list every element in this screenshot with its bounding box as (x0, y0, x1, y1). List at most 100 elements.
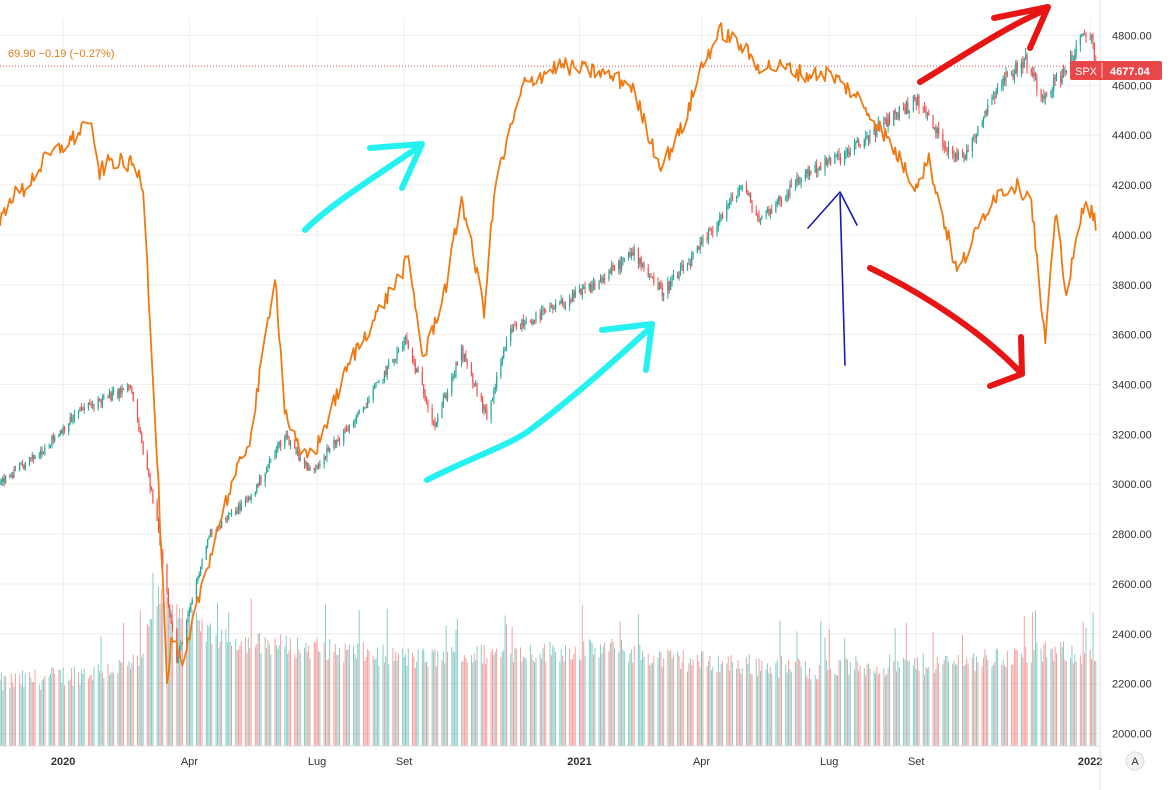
candle-body (991, 97, 993, 105)
candle-body (692, 252, 694, 257)
candle-body (486, 408, 488, 419)
candle-body (807, 169, 809, 176)
candle-body (44, 447, 46, 453)
candle-body (574, 290, 576, 298)
candle-body (463, 354, 466, 360)
candle-body (835, 154, 837, 156)
cyan-arrow-upper-head (367, 141, 425, 191)
candle-body (177, 655, 179, 663)
candle-body (765, 210, 767, 216)
candle-body (670, 281, 672, 291)
candle-body (148, 469, 150, 475)
candle-body (786, 193, 788, 198)
candle-body (345, 428, 348, 431)
auto-scale-button[interactable]: A (1125, 751, 1145, 771)
candle-body (564, 306, 567, 308)
candle-body (918, 96, 920, 108)
candle-body (709, 229, 711, 231)
candle-body (1011, 73, 1013, 75)
candle-body (839, 156, 842, 163)
candle-body (838, 154, 840, 157)
candle-body (943, 145, 945, 148)
candle-body (327, 448, 329, 451)
candle-body (908, 110, 910, 113)
candle-body (1026, 54, 1028, 70)
candle-body (375, 382, 377, 388)
candle-body (1062, 69, 1065, 73)
candle-body (385, 370, 387, 375)
candle-body (583, 287, 585, 289)
candle-body (834, 155, 836, 164)
candle-body (3, 478, 5, 483)
y-tick-label: 4000.00 (1112, 230, 1152, 242)
candle-body (355, 415, 357, 421)
candle-body (712, 231, 714, 233)
candle-body (837, 154, 839, 156)
candle-body (265, 469, 268, 474)
candle-body (357, 413, 359, 416)
candle-body (364, 407, 366, 409)
candle-body (720, 214, 722, 217)
candle-body (730, 196, 732, 203)
candle-body (166, 564, 168, 592)
candle-body (897, 113, 899, 119)
candle-body (671, 279, 673, 282)
candle-body (623, 258, 625, 260)
candle-body (569, 299, 571, 307)
candle-body (627, 252, 630, 259)
candle-body (699, 241, 701, 250)
candle-body (490, 400, 492, 419)
candle-body (853, 144, 856, 153)
candle-body (82, 409, 84, 411)
candle-body (374, 387, 376, 390)
candle-body (2, 478, 4, 482)
candle-body (633, 249, 635, 256)
candle-body (716, 226, 718, 232)
candle-body (594, 282, 596, 290)
candle-body (691, 256, 693, 266)
candle-body (1016, 62, 1018, 73)
candle-body (806, 169, 808, 174)
candle-body (20, 463, 22, 465)
candle-body (425, 400, 428, 404)
candle-body (726, 205, 728, 219)
candle-body (157, 521, 160, 531)
candle-body (1054, 77, 1056, 80)
x-tick-label: Lug (820, 756, 838, 768)
candle-body (630, 252, 632, 257)
candle-body (49, 445, 52, 447)
candle-body (319, 464, 321, 466)
y-tick-label: 2600.00 (1112, 579, 1152, 591)
candle-body (787, 193, 790, 196)
candle-body (964, 155, 966, 159)
candle-body (867, 135, 870, 142)
candle-body (945, 147, 947, 149)
candle-body (961, 151, 964, 158)
candle-body (336, 439, 338, 445)
candle-body (110, 392, 112, 400)
candle-body (456, 362, 458, 366)
candle-body (470, 364, 473, 374)
candle-body (136, 401, 139, 421)
candle-body (254, 491, 256, 496)
candle-body (162, 551, 164, 565)
y-tick-label: 3400.00 (1112, 379, 1152, 391)
candle-body (580, 289, 582, 295)
candle-body (1081, 35, 1083, 37)
candle-body (453, 373, 456, 377)
candle-body (612, 265, 614, 268)
candle-body (562, 299, 564, 305)
auto-scale-circle[interactable] (1125, 751, 1145, 771)
candle-body (873, 129, 875, 135)
candle-body (167, 591, 169, 605)
cyan-arrow-lower-shaft (424, 325, 653, 483)
candle-body (629, 252, 631, 257)
candle-body (736, 196, 738, 198)
candle-body (480, 394, 482, 398)
candle-body (187, 614, 189, 622)
candle-body (658, 283, 661, 290)
candle-body (1085, 34, 1087, 38)
candle-body (1043, 95, 1045, 99)
candle-body (604, 278, 606, 280)
